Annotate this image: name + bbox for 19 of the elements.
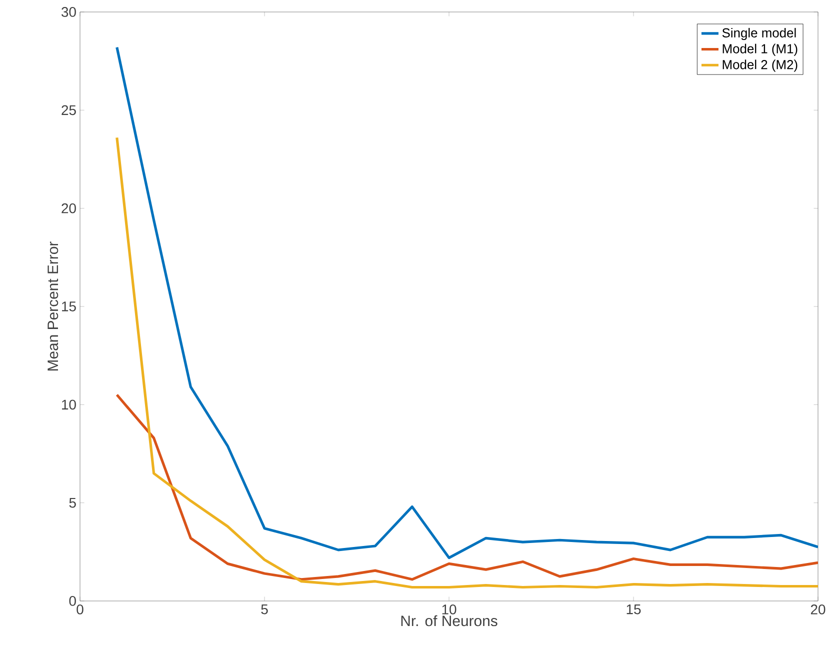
- legend-label: Single model: [722, 28, 796, 40]
- x-tick-label: 0: [76, 604, 84, 614]
- x-tick-label: 15: [626, 604, 641, 614]
- line-series: [116, 394, 818, 581]
- line-series: [116, 136, 818, 589]
- y-tick-label: 15: [62, 302, 76, 312]
- x-axis-title: Nr. of Neurons: [401, 615, 498, 626]
- y-tick-label: 20: [62, 203, 76, 214]
- y-tick-label: 30: [62, 7, 76, 17]
- legend-label: Model 1 (M1): [722, 44, 798, 56]
- y-tick-label: 0: [69, 596, 76, 606]
- x-tick-label: 10: [442, 604, 456, 614]
- y-axis-title: Mean Percent Error: [48, 242, 58, 370]
- y-tick-label: 25: [62, 105, 76, 116]
- y-tick-label: 5: [69, 498, 76, 508]
- x-tick-label: 20: [810, 604, 826, 614]
- y-tick-label: 10: [62, 400, 76, 410]
- x-tick-label: 5: [261, 604, 268, 614]
- legend-label: Model 2 (M2): [722, 60, 798, 72]
